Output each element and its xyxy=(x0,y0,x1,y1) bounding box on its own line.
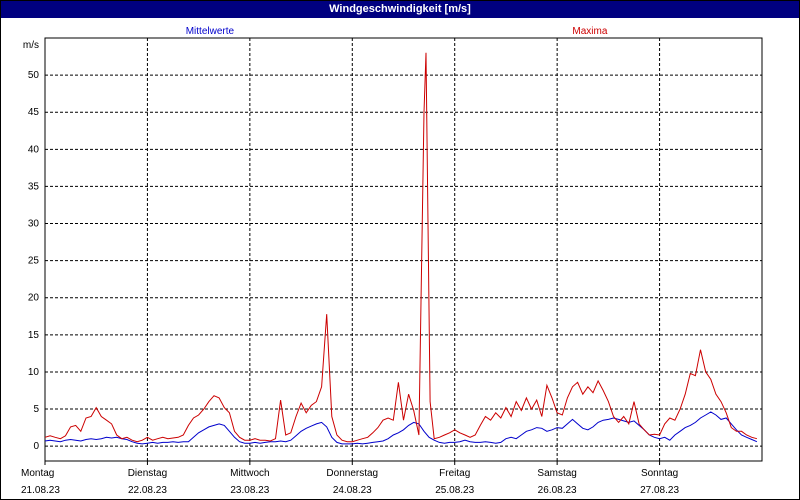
x-tick-date: 23.08.23 xyxy=(230,485,269,496)
y-axis-label: m/s xyxy=(23,40,39,51)
x-tick-day: Freitag xyxy=(439,468,470,479)
x-tick-date: 26.08.23 xyxy=(538,485,577,496)
x-tick-day: Samstag xyxy=(537,468,576,479)
y-tick-label: 25 xyxy=(28,256,40,267)
x-tick-date: 25.08.23 xyxy=(435,485,474,496)
y-tick-label: 0 xyxy=(33,441,39,452)
y-tick-label: 15 xyxy=(28,330,40,341)
x-tick-day: Montag xyxy=(21,468,54,479)
mean-series-line xyxy=(44,411,758,445)
legend-entry: Maxima xyxy=(572,26,607,37)
y-tick-label: 40 xyxy=(28,144,40,155)
x-tick-date: 22.08.23 xyxy=(128,485,167,496)
y-tick-label: 10 xyxy=(28,367,40,378)
x-tick-day: Sonntag xyxy=(641,468,678,479)
x-tick-day: Dienstag xyxy=(128,468,167,479)
x-tick-day: Donnerstag xyxy=(326,468,378,479)
y-tick-label: 5 xyxy=(33,404,39,415)
y-tick-label: 45 xyxy=(28,107,40,118)
x-tick-day: Mittwoch xyxy=(230,468,269,479)
x-tick-date: 27.08.23 xyxy=(640,485,679,496)
y-tick-label: 20 xyxy=(28,293,40,304)
x-tick-date: 21.08.23 xyxy=(21,485,60,496)
y-tick-label: 50 xyxy=(28,70,40,81)
window-title: Windgeschwindigkeit [m/s] xyxy=(1,1,799,18)
legend-entry: Mittelwerte xyxy=(186,26,235,37)
y-tick-label: 35 xyxy=(28,181,40,192)
y-tick-label: 30 xyxy=(28,219,40,230)
max-series-line xyxy=(44,52,758,443)
plot-area xyxy=(44,37,763,462)
x-tick-date: 24.08.23 xyxy=(333,485,372,496)
